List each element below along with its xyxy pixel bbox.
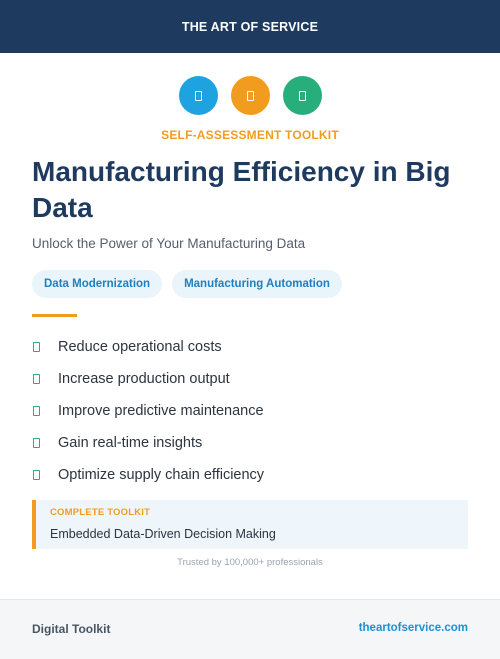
badge-green: [282, 76, 322, 115]
checkmark-icon: [33, 374, 40, 384]
checkmark-icon: [33, 406, 40, 416]
header-bar: THE ART OF SERVICE: [0, 0, 500, 53]
document-icon: [246, 90, 254, 101]
benefit-text: Gain real-time insights: [58, 435, 203, 451]
tag-manufacturing-automation[interactable]: Manufacturing Automation: [172, 270, 342, 298]
tag-data-modernization[interactable]: Data Modernization: [32, 270, 163, 298]
footer: Digital Toolkit theartofservice.com: [0, 599, 500, 659]
icon-badges: [0, 76, 500, 115]
page-title: Manufacturing Efficiency in Big Data: [32, 156, 451, 223]
checkmark-icon: [33, 470, 40, 480]
accent-divider: [32, 314, 77, 317]
website-link[interactable]: theartofservice.com: [358, 622, 468, 634]
benefit-text: Reduce operational costs: [58, 339, 222, 355]
toolkit-callout: COMPLETE TOOLKIT Embedded Data-Driven De…: [32, 500, 468, 549]
brand-name: THE ART OF SERVICE: [181, 19, 319, 34]
benefit-list: Reduce operational costs Increase produc…: [32, 331, 264, 491]
checkmark-icon: [33, 342, 40, 352]
benefit-text: Increase production output: [58, 371, 230, 387]
toolkit-label: COMPLETE TOOLKIT: [50, 507, 151, 518]
footer-label: Digital Toolkit: [32, 622, 111, 636]
badge-orange: [230, 76, 270, 115]
document-icon: [194, 90, 202, 101]
checkmark-icon: [33, 438, 40, 448]
benefit-text: Optimize supply chain efficiency: [58, 467, 265, 483]
toolkit-name: Embedded Data-Driven Decision Making: [50, 527, 276, 541]
benefit-item: Improve predictive maintenance: [32, 395, 264, 427]
subtitle: Unlock the Power of Your Manufacturing D…: [32, 236, 306, 251]
kicker-label: SELF-ASSESSMENT TOOLKIT: [161, 128, 339, 142]
benefit-item: Reduce operational costs: [32, 331, 264, 363]
trusted-note: Trusted by 100,000+ professionals: [177, 557, 323, 568]
document-icon: [298, 90, 306, 101]
tag-list: Data Modernization Manufacturing Automat…: [32, 270, 342, 298]
benefit-item: Gain real-time insights: [32, 427, 264, 459]
benefit-text: Improve predictive maintenance: [58, 403, 264, 419]
badge-blue: [178, 76, 218, 115]
benefit-item: Optimize supply chain efficiency: [32, 459, 264, 491]
benefit-item: Increase production output: [32, 363, 264, 395]
